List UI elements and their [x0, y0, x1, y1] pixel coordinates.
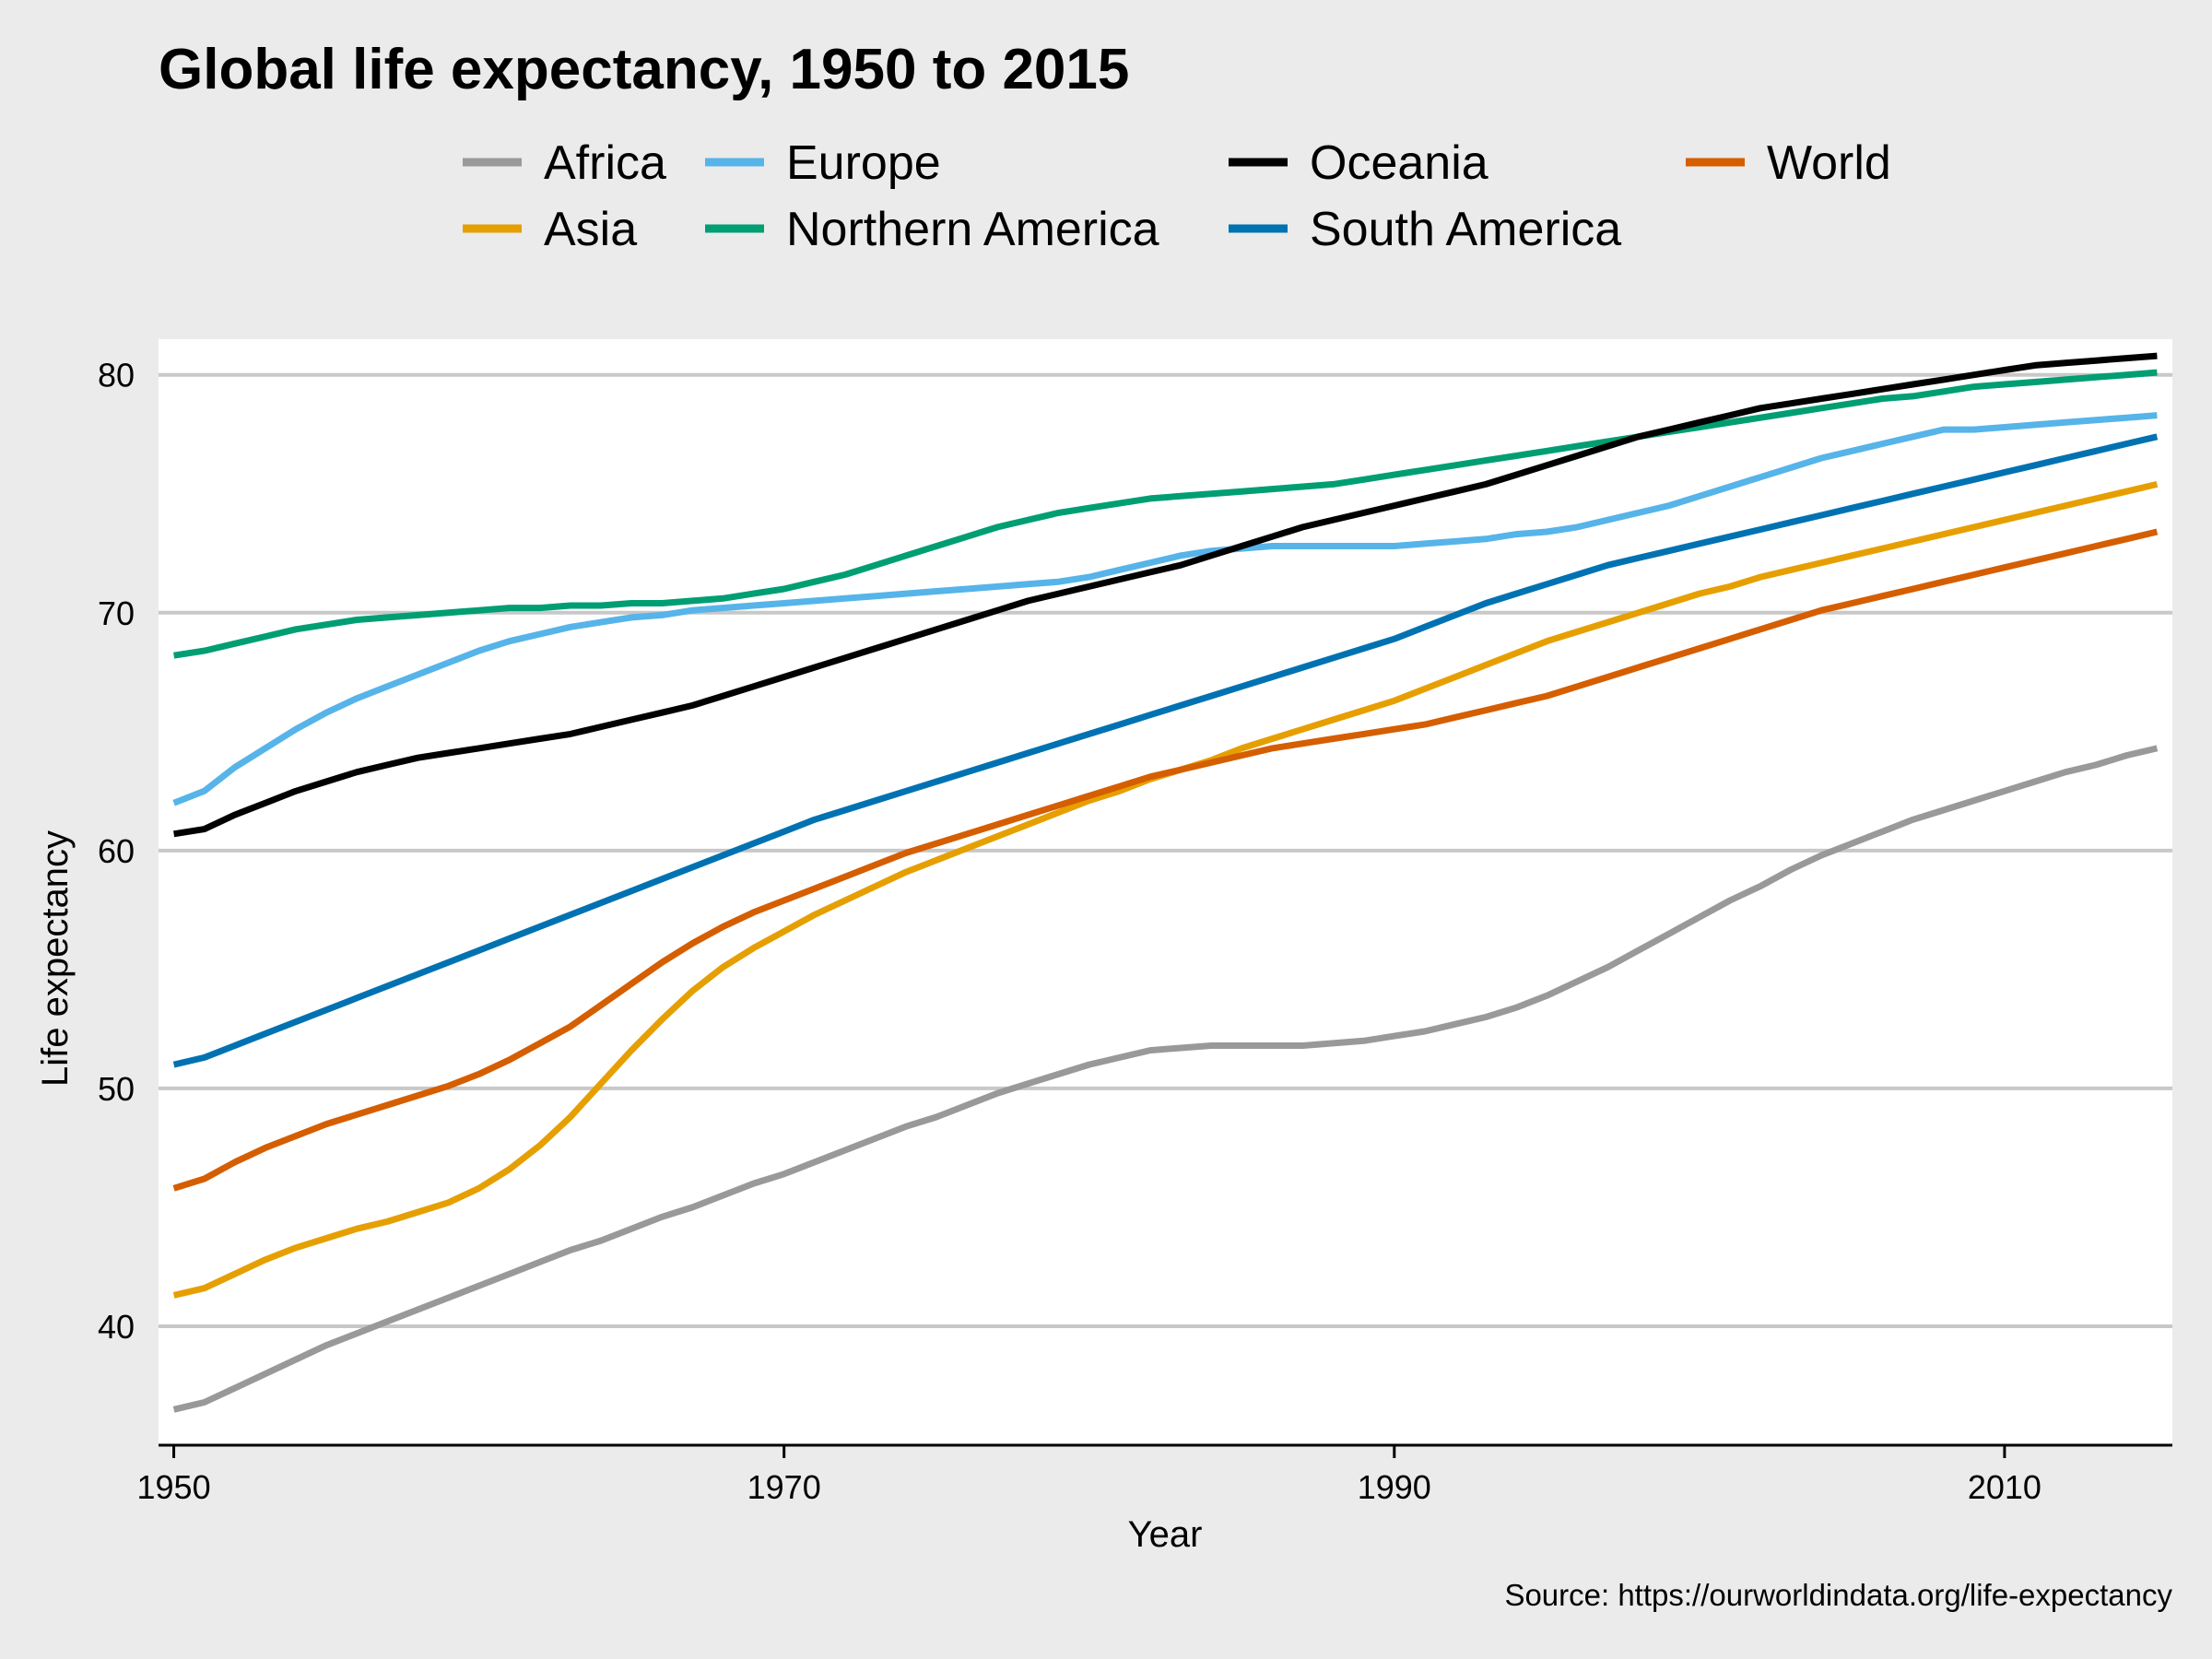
- y-axis-ticks: 40 50 60 70 80: [98, 357, 135, 1346]
- series-lines: [172, 352, 2159, 1413]
- x-tick-label-2010: 2010: [1968, 1468, 2041, 1506]
- legend-label-africa: Africa: [544, 136, 666, 190]
- series-line-south-america: [172, 433, 2159, 1068]
- plot-panel: [159, 339, 2172, 1445]
- series-line-oceania: [173, 352, 2158, 838]
- series-line-africa: [172, 745, 2159, 1413]
- legend-label-asia: Asia: [544, 203, 637, 256]
- x-tick-label-1950: 1950: [137, 1468, 211, 1506]
- y-tick-label-40: 40: [98, 1308, 135, 1346]
- legend-label-south-america: South America: [1310, 203, 1621, 256]
- legend: Africa Asia Europe Northern America Oceania S…: [463, 136, 1891, 256]
- source-note: Source: https://ourworldindata.org/life-…: [1504, 1578, 2172, 1612]
- series-line-world: [172, 528, 2159, 1192]
- series-line-europe: [172, 412, 2158, 806]
- series-line-northern-america: [173, 369, 2158, 659]
- legend-label-northern-america: Northern America: [786, 203, 1159, 256]
- y-tick-label-80: 80: [98, 357, 135, 394]
- y-tick-label-60: 60: [98, 832, 135, 870]
- x-axis-title: Year: [1128, 1514, 1203, 1555]
- y-tick-label-50: 50: [98, 1070, 135, 1108]
- x-tick-label-1970: 1970: [747, 1468, 821, 1506]
- chart-title: Global life expectancy, 1950 to 2015: [159, 38, 1129, 101]
- legend-label-europe: Europe: [786, 136, 941, 190]
- legend-label-oceania: Oceania: [1310, 136, 1488, 190]
- x-tick-label-1990: 1990: [1358, 1468, 1431, 1506]
- y-axis-title: Life expectancy: [35, 830, 76, 1087]
- legend-label-world: World: [1767, 136, 1891, 190]
- y-tick-label-70: 70: [98, 594, 135, 632]
- x-axis-ticks: 1950 1970 1990 2010: [137, 1445, 2041, 1506]
